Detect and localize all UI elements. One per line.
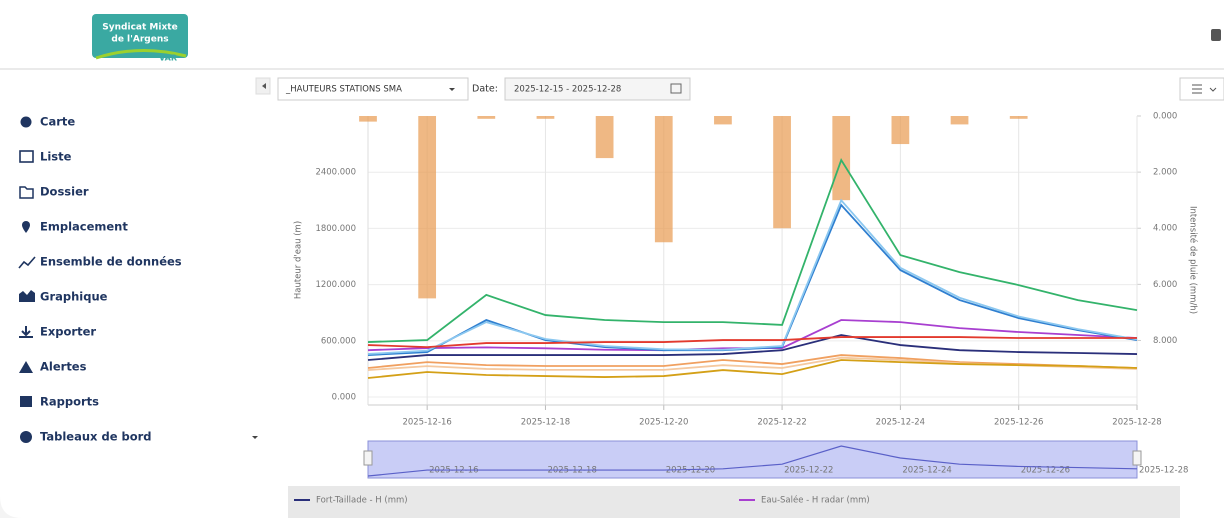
icon-rapports bbox=[20, 396, 32, 407]
menu-item[interactable]: Alertes bbox=[40, 360, 87, 374]
x-tick-label: 2025-12-26 bbox=[994, 418, 1043, 428]
rain-bar bbox=[477, 116, 496, 119]
date-label: Date: bbox=[472, 84, 498, 95]
y2-tick-label: 6.000 bbox=[1153, 280, 1177, 290]
x-tick-label: 2025-12-18 bbox=[521, 418, 570, 428]
icon-tableaux bbox=[20, 431, 32, 443]
icon-liste bbox=[19, 150, 34, 163]
menu-item[interactable]: Graphique bbox=[40, 290, 108, 304]
series-line bbox=[367, 336, 1137, 349]
icon-graphique bbox=[19, 290, 35, 302]
y-tick-label: 0.000 bbox=[332, 393, 356, 403]
logo-line2: de l'Argens bbox=[111, 35, 168, 45]
submenu-caret bbox=[252, 436, 258, 439]
series-line bbox=[367, 157, 1138, 343]
navigator-label: 2025-12-28 bbox=[1139, 466, 1188, 476]
icon-emplacement bbox=[22, 221, 30, 233]
menu-item[interactable]: Ensemble de données bbox=[40, 255, 182, 269]
menu-item[interactable]: Liste bbox=[40, 150, 72, 164]
rain-bar bbox=[654, 116, 673, 243]
y2-tick-label: 0.000 bbox=[1153, 112, 1177, 122]
date-range: 2025-12-15 - 2025-12-28 bbox=[514, 85, 621, 95]
logo-region: VAR bbox=[159, 54, 177, 63]
rain-bar bbox=[714, 116, 732, 125]
rain-bar bbox=[891, 116, 910, 145]
navigator-label: 2025-12-26 bbox=[1021, 466, 1070, 476]
menu-item[interactable]: Rapports bbox=[40, 395, 99, 409]
rain-bar bbox=[832, 116, 851, 201]
logo-swoosh bbox=[95, 49, 187, 60]
dataset-select[interactable] bbox=[277, 77, 469, 101]
y2-tick-label: 2.000 bbox=[1153, 168, 1177, 178]
y-axis-title: Hauteur d'eau (m) bbox=[294, 221, 304, 299]
logo-box bbox=[92, 14, 188, 58]
navigator-label: 2025-12-24 bbox=[902, 466, 951, 476]
y2-axis-title: Intensité de pluie (mm/h) bbox=[1188, 206, 1199, 314]
menu-item[interactable]: Carte bbox=[40, 115, 75, 129]
x-tick-label: 2025-12-20 bbox=[639, 418, 688, 428]
navigator-label: 2025-12-22 bbox=[784, 466, 833, 476]
rain-bar bbox=[595, 116, 614, 159]
rain-bar bbox=[359, 116, 377, 122]
y-tick-label: 600.000 bbox=[321, 336, 356, 346]
y-tick-label: 2400.000 bbox=[315, 168, 356, 178]
navigator-label: 2025-12-20 bbox=[666, 466, 715, 476]
menu-item[interactable]: Tableaux de bord bbox=[40, 430, 152, 444]
icon-dossier bbox=[19, 186, 34, 199]
dataset-text: _HAUTEURS STATIONS SMA bbox=[285, 85, 402, 95]
series-line bbox=[367, 198, 1138, 355]
x-tick-label: 2025-12-22 bbox=[757, 418, 806, 428]
series-line bbox=[367, 354, 1138, 369]
logo-line1: Syndicat Mixte bbox=[102, 23, 177, 33]
menu-item[interactable]: Emplacement bbox=[40, 220, 128, 234]
options-icon bbox=[1192, 84, 1217, 94]
menu-item[interactable]: Dossier bbox=[40, 185, 89, 199]
legend-box bbox=[288, 486, 1180, 518]
y2-tick-label: 8.000 bbox=[1153, 336, 1177, 346]
icon-alertes bbox=[19, 361, 33, 373]
header-icon[interactable] bbox=[1211, 29, 1221, 41]
icon-ensemble bbox=[18, 256, 36, 269]
navigator-line bbox=[367, 445, 1138, 477]
select-caret bbox=[449, 88, 455, 91]
series-line bbox=[367, 359, 1138, 379]
rain-bar bbox=[1009, 116, 1028, 119]
calendar-icon bbox=[670, 83, 682, 94]
y2-tick-label: 4.000 bbox=[1153, 224, 1177, 234]
sidebar bbox=[18, 116, 258, 443]
series-line bbox=[367, 334, 1138, 361]
rain-bar bbox=[773, 116, 791, 229]
plot-area bbox=[368, 116, 1137, 405]
logo: Syndicat Mixte de l'Argens VAR bbox=[92, 14, 188, 63]
y-tick-label: 1800.000 bbox=[315, 224, 356, 234]
x-tick-label: 2025-12-28 bbox=[1112, 418, 1161, 428]
header bbox=[0, 0, 1224, 68]
y-tick-label: 1200.000 bbox=[315, 280, 356, 290]
menu-item[interactable]: Exporter bbox=[40, 325, 96, 339]
legend-label[interactable]: Fort-Taillade - H (mm) bbox=[316, 496, 408, 506]
navigator-handle[interactable] bbox=[363, 450, 373, 466]
legend-label[interactable]: Eau-Salée - H radar (mm) bbox=[761, 495, 870, 506]
rain-bar bbox=[418, 116, 437, 299]
rain-bar bbox=[950, 116, 969, 125]
collapse-arrow bbox=[262, 83, 266, 89]
icon-carte bbox=[20, 116, 32, 128]
x-tick-label: 2025-12-16 bbox=[402, 418, 451, 428]
navigator-handle[interactable] bbox=[1132, 450, 1142, 466]
rain-bar bbox=[536, 116, 555, 119]
x-tick-label: 2025-12-24 bbox=[876, 418, 925, 428]
icon-exporter bbox=[19, 326, 33, 338]
date-input[interactable] bbox=[504, 77, 691, 101]
